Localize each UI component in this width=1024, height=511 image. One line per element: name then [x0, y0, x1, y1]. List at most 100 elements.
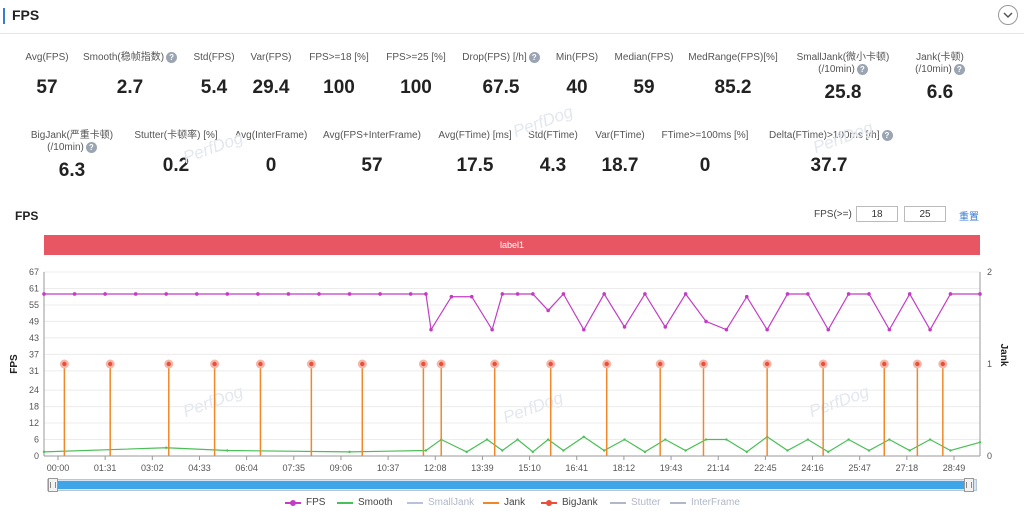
x-tick-label: 12:08	[424, 463, 447, 473]
fps-point	[582, 327, 586, 332]
fps-point	[724, 327, 729, 332]
legend-item-stutter[interactable]: Stutter	[610, 497, 660, 508]
metric-metrics_row2-8: Delta(FTime)>100ms [/h]? 37.7	[769, 130, 893, 177]
help-icon[interactable]: ?	[166, 52, 178, 63]
label-band[interactable]: label1	[44, 235, 980, 255]
x-tick-label: 09:06	[330, 463, 353, 473]
fps-threshold-input-1[interactable]	[856, 206, 898, 222]
smooth-point	[867, 449, 871, 452]
legend-label: FPS	[306, 497, 326, 508]
metric-value: 67.5	[482, 77, 520, 99]
help-icon[interactable]: ?	[528, 52, 540, 63]
bigjank-marker	[108, 361, 113, 367]
bigjank-marker	[548, 361, 553, 367]
metric-metrics_row1-4: FPS>=18 [%] 100	[279, 52, 399, 99]
help-icon[interactable]: ?	[881, 130, 893, 141]
metric-value: 100	[400, 77, 432, 98]
metric-metrics_row2-4: Avg(FTime) [ms] 17.5	[415, 130, 535, 177]
x-tick-label: 24:16	[801, 463, 824, 473]
smooth-point	[704, 438, 708, 441]
smooth-point	[827, 450, 830, 454]
legend-item-jank[interactable]: Jank	[483, 497, 525, 508]
legend-item-smalljank[interactable]: SmallJank	[407, 497, 474, 508]
metric-metrics_row2-7: FTime>=100ms [%] 0	[645, 130, 765, 177]
smooth-point	[643, 450, 647, 454]
smooth-point	[888, 438, 891, 441]
metric-value: 37.7	[810, 155, 848, 177]
reset-button[interactable]: 重置	[959, 212, 979, 223]
metric-metrics_row1-11: Jank(卡顿) (/10min)? 6.6	[880, 52, 1000, 104]
y-tick-label: 67	[29, 267, 39, 277]
y-tick-label: 55	[29, 300, 39, 310]
bigjank-marker	[212, 361, 217, 367]
fps-point	[225, 292, 230, 296]
fps-point	[490, 327, 494, 332]
smooth-point	[226, 449, 229, 452]
fps-point	[643, 292, 647, 296]
x-tick-label: 27:18	[896, 463, 919, 473]
legend-label: InterFrame	[691, 497, 740, 508]
fps-point	[42, 292, 46, 296]
metric-metrics_row2-6: Var(FTime) 18.7	[560, 130, 680, 177]
collapse-button[interactable]	[998, 5, 1018, 25]
fps-point	[72, 292, 77, 296]
metric-label: Std(FPS)	[193, 52, 235, 63]
legend-item-bigjank[interactable]: BigJank	[541, 497, 598, 508]
x-tick-label: 00:00	[47, 463, 70, 473]
bigjank-marker	[657, 361, 663, 367]
smooth-point	[465, 450, 468, 454]
metric-label: Median(FPS)	[614, 52, 674, 63]
help-icon[interactable]: ?	[85, 142, 97, 153]
fps-point	[704, 319, 708, 324]
panel-title: FPS	[12, 7, 40, 23]
metric-value: 17.5	[456, 155, 494, 176]
fps-point	[500, 292, 505, 296]
slider-handle-right[interactable]	[964, 478, 974, 492]
series-fps	[44, 292, 980, 332]
fps-point	[424, 292, 428, 296]
smooth-point	[978, 441, 982, 444]
help-icon[interactable]: ?	[856, 64, 868, 75]
metric-label: Avg(InterFrame)	[234, 130, 308, 141]
smooth-point	[745, 450, 748, 454]
help-icon[interactable]: ?	[953, 64, 965, 75]
bigjank-marker	[882, 361, 887, 367]
metric-metrics_row1-0: Avg(FPS) 57	[0, 52, 107, 99]
fps-point	[978, 292, 982, 296]
fps-point	[194, 292, 199, 296]
legend-item-interframe[interactable]: InterFrame	[670, 497, 740, 508]
legend-swatch	[610, 501, 626, 504]
x-tick-label: 18:12	[613, 463, 636, 473]
y-tick-label: 18	[29, 402, 39, 412]
y-tick-label: 49	[29, 316, 39, 326]
metric-metrics_row1-1: Smooth(稳帧指数)? 2.7	[70, 52, 190, 99]
metric-metrics_row1-7: Min(FPS) 40	[517, 52, 637, 99]
legend-item-smooth[interactable]: Smooth	[337, 497, 392, 508]
metric-metrics_row2-1: Stutter(卡顿率) [%] 0.2	[116, 130, 236, 177]
smooth-point	[847, 438, 850, 441]
metric-label: FPS>=18 [%]	[309, 52, 369, 63]
fps-point	[408, 292, 413, 296]
smooth-point	[424, 449, 428, 452]
fps-point	[515, 292, 520, 296]
chart-title: FPS	[15, 209, 39, 223]
fps-point	[286, 292, 291, 296]
smooth-point	[806, 438, 810, 441]
y-right-tick-label: 0	[987, 451, 992, 461]
panel-header: FPS	[0, 0, 1024, 34]
fps-threshold-input-2[interactable]	[904, 206, 946, 222]
slider-handle-left[interactable]	[48, 478, 58, 492]
y-tick-label: 43	[29, 333, 39, 343]
smooth-point	[42, 450, 46, 454]
smooth-point	[908, 449, 911, 452]
fps-point	[826, 327, 831, 332]
time-range-slider-fill[interactable]	[52, 481, 972, 489]
x-tick-label: 28:49	[943, 463, 966, 473]
metric-value: 25.8	[824, 82, 862, 104]
legend-item-fps[interactable]: FPS	[285, 497, 325, 508]
metric-label: BigJank(严重卡顿) (/10min)?	[30, 130, 114, 154]
smooth-point	[531, 450, 535, 454]
metric-value: 6.3	[58, 160, 86, 182]
x-tick-label: 16:41	[565, 463, 588, 473]
smooth-point	[485, 438, 489, 441]
